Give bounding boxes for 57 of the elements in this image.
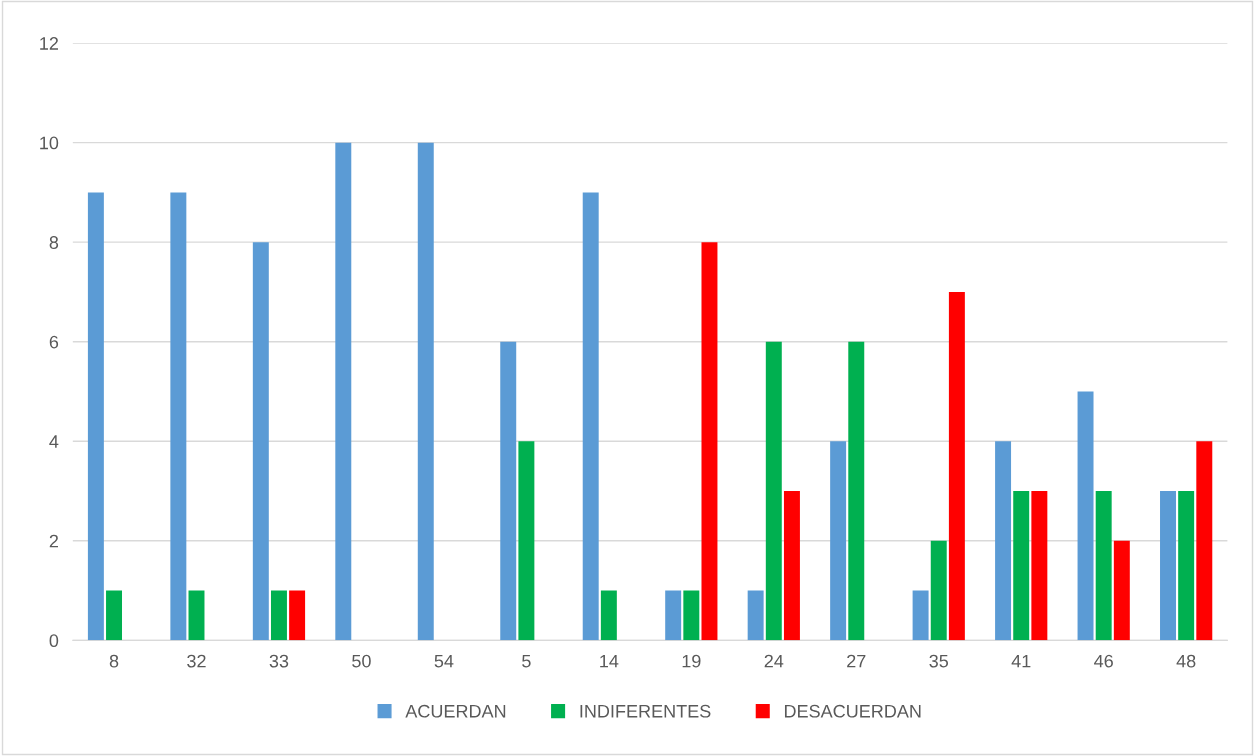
bar: [1077, 391, 1094, 641]
bar: [665, 590, 682, 641]
bar: [747, 590, 764, 641]
x-tick-label: 24: [764, 654, 784, 668]
bar: [1178, 491, 1195, 641]
bar: [765, 341, 782, 641]
bar: [500, 341, 517, 641]
x-tick-label: 27: [847, 654, 866, 668]
bar: [582, 192, 599, 641]
x-tick-label: 50: [352, 654, 371, 668]
x-tick-label: 5: [522, 654, 531, 668]
bar: [783, 491, 800, 641]
x-tick-label: 46: [1094, 654, 1113, 668]
x-tick-label: 54: [434, 654, 454, 668]
bar: [518, 441, 535, 641]
x-tick-label: 48: [1176, 654, 1196, 668]
bar: [830, 441, 847, 641]
y-tick-label: 0: [49, 634, 59, 648]
bar: [289, 590, 306, 641]
bar: [683, 590, 700, 641]
bar: [701, 242, 718, 641]
y-tick-label: 6: [49, 335, 59, 349]
bar: [1013, 491, 1030, 641]
bar: [1160, 491, 1176, 641]
bar: [106, 590, 123, 641]
bar: [170, 192, 187, 641]
y-tick-label: 4: [49, 435, 59, 448]
bar: [912, 590, 929, 641]
bar: [335, 142, 352, 641]
bar: [948, 291, 965, 641]
y-tick-label: 12: [40, 37, 58, 50]
legend-label: ACUERDAN: [405, 704, 506, 718]
x-tick-label: 35: [929, 654, 949, 668]
bar: [848, 341, 865, 641]
bar: [270, 590, 287, 641]
bar: [995, 441, 1012, 641]
legend-label: INDIFERENTES: [580, 704, 711, 718]
x-tick-label: 8: [109, 654, 119, 668]
bar: [1113, 540, 1130, 641]
y-tick-label: 10: [40, 136, 59, 150]
x-tick-label: 19: [682, 654, 701, 668]
bar: [252, 242, 269, 641]
y-tick-label: 8: [49, 236, 59, 249]
x-tick-label: 33: [269, 654, 289, 668]
x-tick-label: 41: [1011, 654, 1031, 668]
bar: [87, 192, 104, 641]
bar: [417, 142, 434, 641]
bar: [600, 590, 617, 641]
bar: [1196, 441, 1213, 641]
x-tick-label: 32: [187, 654, 206, 668]
bar: [930, 540, 947, 641]
x-tick-label: 14: [600, 654, 619, 668]
bar: [1095, 491, 1112, 641]
bar: [1031, 491, 1048, 641]
y-tick-label: 2: [49, 534, 58, 548]
bar: [188, 590, 205, 641]
legend-label: DESACUERDAN: [784, 704, 921, 718]
